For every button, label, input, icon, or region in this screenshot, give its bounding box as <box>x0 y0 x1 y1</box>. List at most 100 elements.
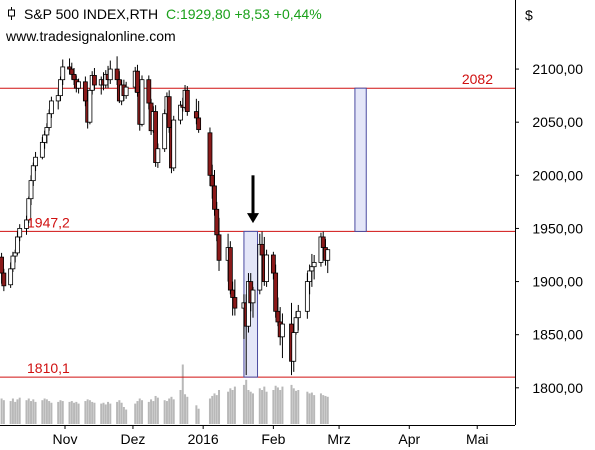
candle-body <box>0 256 4 274</box>
volume-bar <box>172 399 175 424</box>
volume-bar <box>258 388 261 424</box>
volume-bar <box>61 401 64 424</box>
candle <box>49 96 54 118</box>
candle-body <box>273 272 279 312</box>
volume-bar <box>125 409 128 424</box>
volume-bar <box>43 398 46 424</box>
candle-body <box>196 117 202 131</box>
volume-bar <box>279 390 282 424</box>
candle-body <box>123 86 129 97</box>
source-url: www.tradesignalonline.com <box>6 28 176 44</box>
volume-bar <box>265 391 268 424</box>
candle-body <box>12 252 18 257</box>
volume-bar <box>59 400 62 424</box>
volume-bar <box>48 401 51 424</box>
candle-body <box>280 323 285 338</box>
candle-body <box>33 156 38 167</box>
candle-body <box>28 180 34 200</box>
candle-body <box>146 79 152 104</box>
volume-bar <box>165 401 168 424</box>
candle <box>166 90 172 133</box>
candle-body <box>171 119 177 169</box>
volume-bar <box>181 364 184 424</box>
currency-label: $ <box>525 7 533 23</box>
volume-bar <box>91 401 94 424</box>
volume-bar <box>322 395 325 424</box>
candle-body <box>259 243 265 256</box>
volume-bar <box>292 388 295 424</box>
y-axis-labels: $2100,00 2050,00 2000,00 1950,00 1900,00 1850… <box>525 7 583 396</box>
volume-bar <box>184 394 187 424</box>
volume-bar <box>211 395 214 424</box>
volume-bar <box>14 401 17 424</box>
volume-bar <box>50 402 53 424</box>
volume-bar <box>213 393 216 424</box>
volume-bar <box>41 400 44 424</box>
candle <box>139 75 145 127</box>
volume-bar <box>272 390 275 424</box>
volume-bar <box>136 401 139 424</box>
candle-body <box>214 208 220 236</box>
candle <box>98 76 104 95</box>
candle-body <box>1 272 7 287</box>
candle-body <box>139 79 145 125</box>
volume-bar <box>138 398 141 424</box>
candle-body <box>212 185 217 210</box>
candle-body <box>8 268 14 286</box>
candle-body <box>264 254 269 282</box>
candle <box>60 59 66 85</box>
volume-bar <box>281 386 284 424</box>
candle-body <box>82 81 88 102</box>
y-tick-label: 1800,00 <box>532 380 583 396</box>
y-tick-label: 1900,00 <box>532 274 583 290</box>
arrow-head <box>246 213 259 224</box>
candle-body <box>55 95 61 102</box>
candle-body <box>15 236 20 254</box>
candle-body <box>114 68 120 81</box>
candle <box>232 279 238 316</box>
candle <box>280 313 285 359</box>
x-tick-label: Feb <box>261 431 285 447</box>
volume-bar <box>141 400 144 424</box>
candle-body <box>320 236 326 248</box>
candle-body <box>42 134 48 143</box>
candle-body <box>309 266 315 272</box>
candle <box>311 255 317 280</box>
volume-bar <box>120 402 123 424</box>
arrow-marker <box>246 175 259 224</box>
candle <box>162 109 168 152</box>
y-tick-label: 1950,00 <box>532 220 583 236</box>
candle-body <box>44 127 50 136</box>
candle-body <box>87 89 93 123</box>
volume-bar <box>242 384 245 424</box>
candle-body <box>69 68 75 75</box>
volume-bar <box>263 386 266 424</box>
volume-bar <box>170 396 173 424</box>
axes <box>0 0 519 429</box>
x-tick-label: 2016 <box>188 431 219 447</box>
candle <box>87 88 93 125</box>
candle <box>325 249 331 274</box>
candle <box>135 64 140 97</box>
volume-bar <box>313 395 316 424</box>
candle-body <box>207 132 213 176</box>
candle <box>171 115 177 172</box>
candle-body <box>291 332 297 362</box>
volume-bar <box>247 390 250 424</box>
y-tick-label: 2050,00 <box>532 114 583 130</box>
candle-body <box>60 66 66 81</box>
volume-bar <box>88 400 91 424</box>
volume-bar <box>147 401 150 424</box>
candle-body <box>227 247 233 291</box>
candle <box>196 100 202 133</box>
candle-body <box>307 270 313 282</box>
candle-body <box>49 100 54 115</box>
candle-body <box>107 68 113 81</box>
volume-bar <box>319 393 322 424</box>
candle-body <box>250 289 256 304</box>
candle <box>250 286 256 318</box>
volume-bar <box>290 384 293 424</box>
volume-bar <box>104 404 107 424</box>
candle <box>17 224 23 242</box>
y-tick-label: 2000,00 <box>532 167 583 183</box>
